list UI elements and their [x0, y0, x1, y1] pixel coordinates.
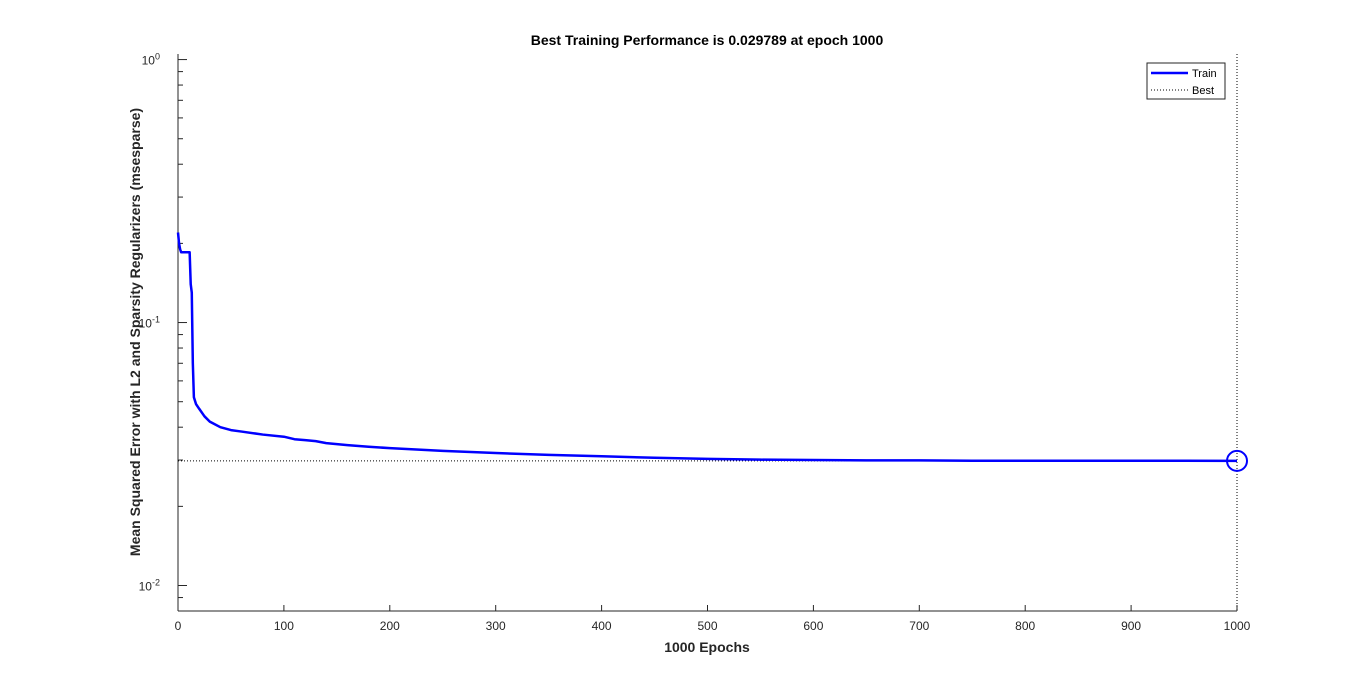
y-tick-base: 10	[139, 317, 153, 331]
legend: Train Best	[1146, 62, 1226, 100]
plot-area: 0 100 200 300 400 500 600 700 800 900 1000 10-210-…	[139, 52, 1251, 633]
y-tick-exponent: 0	[155, 52, 160, 62]
y-tick-exponent: -2	[152, 578, 160, 588]
x-tick-label: 300	[486, 619, 506, 633]
y-tick-label: 10-2	[139, 578, 160, 594]
x-tick-label: 500	[697, 619, 717, 633]
y-axis-title: Mean Squared Error with L2 and Sparsity …	[127, 108, 143, 556]
legend-train-label: Train	[1192, 68, 1217, 80]
x-tick-label: 900	[1121, 619, 1141, 633]
x-ticks: 0 100 200 300 400 500 600 700 800 900 1000	[175, 605, 1251, 633]
x-tick-label: 600	[803, 619, 823, 633]
x-tick-label: 100	[274, 619, 294, 633]
y-tick-base: 10	[139, 580, 153, 594]
y-tick-label: 100	[142, 52, 160, 68]
x-axis-title: 1000 Epochs	[664, 639, 750, 655]
x-tick-label: 1000	[1224, 619, 1251, 633]
y-tick-exponent: -1	[152, 315, 160, 325]
legend-best-label: Best	[1192, 85, 1214, 97]
train-series-line	[176, 232, 1238, 463]
best-epoch-marker	[1226, 449, 1248, 472]
y-tick-label: 10-1	[139, 315, 160, 331]
x-tick-label: 0	[175, 619, 182, 633]
legend-box	[1146, 62, 1226, 100]
x-tick-label: 700	[909, 619, 929, 633]
series-layer	[176, 54, 1248, 611]
x-tick-label: 200	[380, 619, 400, 633]
y-tick-base: 10	[142, 54, 156, 68]
axes-background	[178, 54, 1237, 611]
chart-title: Best Training Performance is 0.029789 at…	[531, 32, 884, 48]
x-tick-label: 800	[1015, 619, 1035, 633]
x-tick-label: 400	[592, 619, 612, 633]
